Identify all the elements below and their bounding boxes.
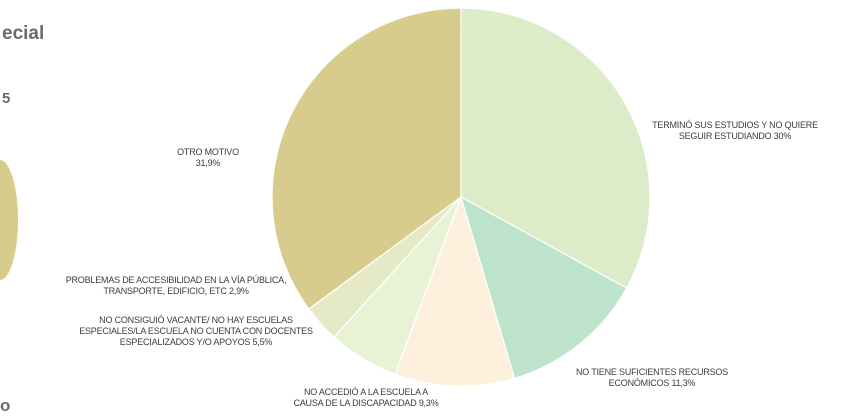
- slice-label: NO TIENE SUFICIENTES RECURSOS ECONÓMICOS …: [576, 367, 728, 388]
- slice-label-line: ESPECIALES/LA ESCUELA NO CUENTA CON DOCE…: [79, 326, 313, 336]
- pie-slice: [460, 195, 628, 380]
- slice-label-line: TERMINÓ SUS ESTUDIOS Y NO QUIERE: [652, 120, 818, 130]
- partial-heading: ecial: [2, 23, 44, 44]
- pie-slice: [460, 7, 651, 289]
- pie-labels: TERMINÓ SUS ESTUDIOS Y NO QUIERE SEGUIR E…: [66, 120, 819, 408]
- pie-slice: [394, 195, 516, 387]
- slice-label-line: PROBLEMAS DE ACCESIBILIDAD EN LA VÍA PÚB…: [66, 275, 287, 285]
- left-edge-fragments: ecial 5 o: [0, 23, 44, 415]
- slice-label: NO ACCEDIÓ A LA ESCUELA A CAUSA DE LA DIS…: [293, 387, 438, 408]
- slice-label-line: SEGUIR ESTUDIANDO 30%: [679, 131, 792, 141]
- partial-bottom-text: o: [0, 396, 10, 415]
- slice-label-line: NO ACCEDIÓ A LA ESCUELA A: [304, 387, 428, 397]
- slice-label-line: NO TIENE SUFICIENTES RECURSOS: [576, 367, 728, 377]
- slice-label-line: CAUSA DE LA DISCAPACIDAD 9,3%: [293, 398, 438, 408]
- slice-label: NO CONSIGUIÓ VACANTE/ NO HAY ESCUELAS ESP…: [79, 315, 313, 347]
- partial-pie-fragment: [0, 160, 18, 280]
- pie-slices: [271, 7, 651, 387]
- slice-label-line: OTRO MOTIVO: [177, 147, 239, 157]
- slice-label: OTRO MOTIVO 31,9%: [177, 147, 239, 168]
- slice-label: PROBLEMAS DE ACCESIBILIDAD EN LA VÍA PÚB…: [66, 275, 287, 296]
- slice-label-line: NO CONSIGUIÓ VACANTE/ NO HAY ESCUELAS: [99, 315, 293, 325]
- slice-label-line: ESPECIALIZADOS Y/O APOYOS 5,5%: [120, 337, 273, 347]
- pie-slice: [271, 7, 462, 310]
- partial-digit: 5: [2, 90, 10, 107]
- slice-label-line: ECONÓMICOS 11,3%: [609, 378, 696, 388]
- slice-label-line: TRANSPORTE, EDIFICIO, ETC 2,9%: [103, 286, 249, 296]
- slice-label-line: 31,9%: [196, 158, 221, 168]
- slice-label: TERMINÓ SUS ESTUDIOS Y NO QUIERE SEGUIR E…: [652, 120, 818, 141]
